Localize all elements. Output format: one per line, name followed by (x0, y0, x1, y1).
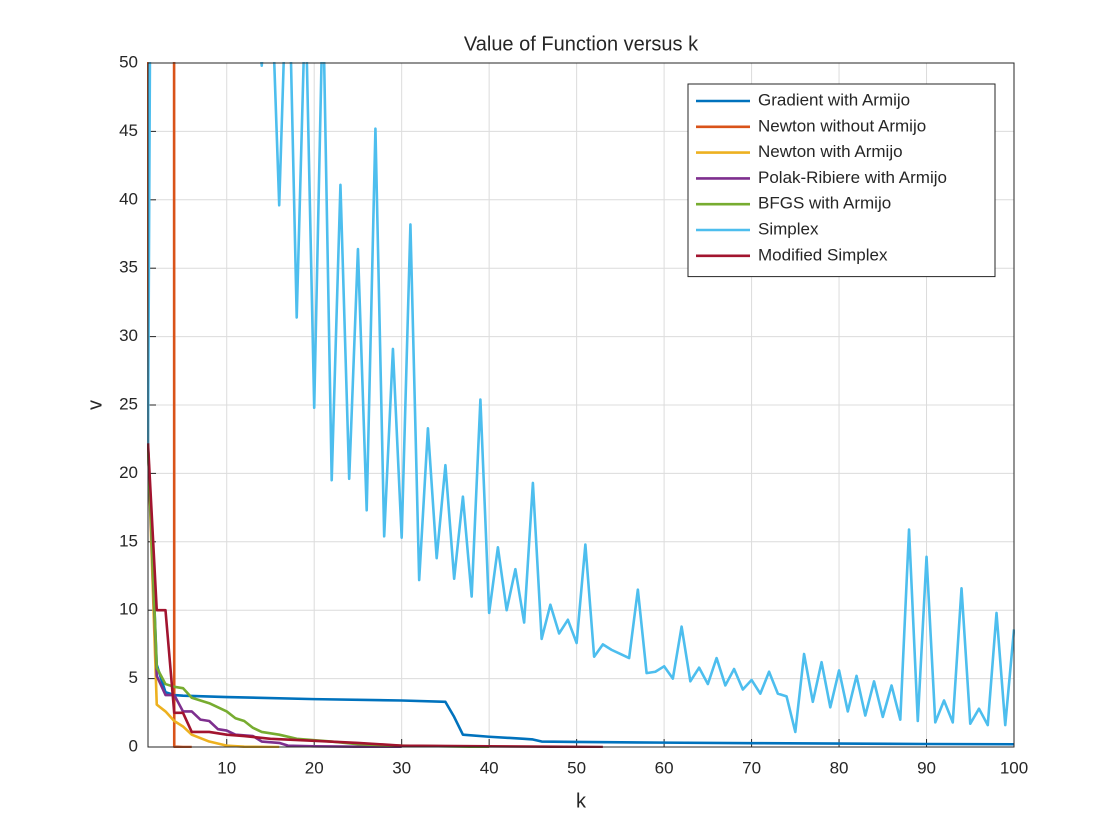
chart-title: Value of Function versus k (464, 33, 699, 55)
y-tick-label: 15 (119, 531, 138, 550)
x-tick-label: 50 (567, 758, 586, 777)
x-tick-label: 40 (480, 758, 499, 777)
y-tick-label: 35 (119, 258, 138, 277)
axes-box (147, 62, 1015, 748)
y-axis-label: v (84, 400, 106, 410)
series-line (147, 445, 1015, 746)
y-tick-label: 45 (119, 121, 138, 140)
legend-label: Newton with Armijo (758, 142, 903, 161)
y-tick-label: 5 (129, 668, 138, 687)
legend-label: Modified Simplex (758, 245, 888, 264)
x-tick-label: 60 (655, 758, 674, 777)
x-tick-label: 90 (917, 758, 936, 777)
x-tick-label: 80 (830, 758, 849, 777)
legend: Gradient with Armijo Newton without Armij… (687, 83, 996, 278)
x-tick-label: 30 (392, 758, 411, 777)
y-tick-label: 50 (119, 52, 138, 71)
y-tick-label: 20 (119, 463, 138, 482)
legend-label: BFGS with Armijo (758, 194, 891, 213)
y-tick-label: 30 (119, 326, 138, 345)
x-tick-label: 100 (1000, 758, 1028, 777)
legend-label: Polak-Ribiere with Armijo (758, 168, 947, 187)
legend-label: Gradient with Armijo (758, 90, 910, 109)
series-line (147, 445, 280, 748)
y-tick-label: 0 (129, 736, 138, 755)
legend-box (687, 83, 996, 278)
x-tick-label: 10 (217, 758, 236, 777)
y-tick-label: 10 (119, 600, 138, 619)
legend-label: Newton without Armijo (758, 116, 926, 135)
series-line (147, 443, 603, 748)
x-tick-label: 20 (305, 758, 324, 777)
y-tick-label: 25 (119, 394, 138, 413)
x-tick-label: 70 (742, 758, 761, 777)
y-tick-label: 40 (119, 189, 138, 208)
series-line (147, 62, 1015, 734)
legend-label: Simplex (758, 219, 819, 238)
x-axis-label: k (576, 790, 587, 812)
